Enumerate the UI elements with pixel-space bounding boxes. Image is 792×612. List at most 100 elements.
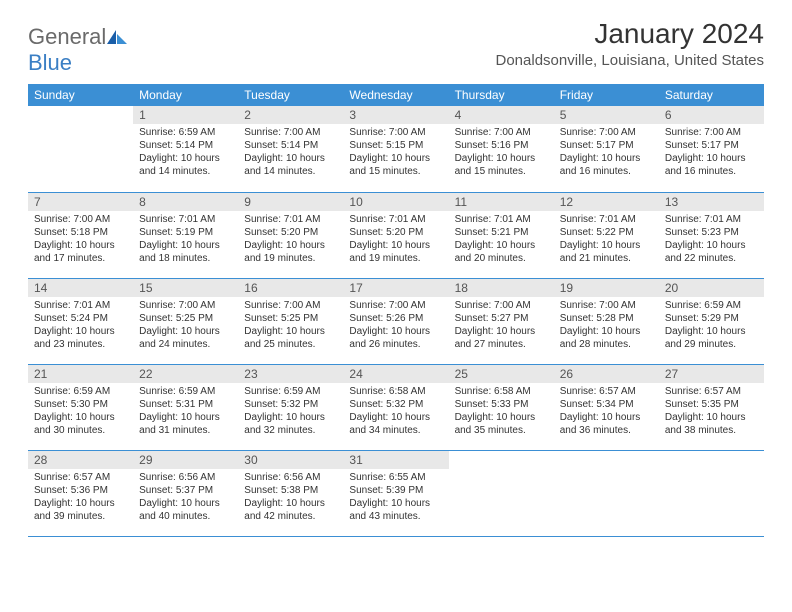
day-number: 29 [133, 451, 238, 469]
sunrise-text: Sunrise: 7:01 AM [560, 213, 653, 226]
calendar-day-cell [449, 450, 554, 536]
daylight-line-1: Daylight: 10 hours [349, 411, 442, 424]
calendar-day-cell: 12Sunrise: 7:01 AMSunset: 5:22 PMDayligh… [554, 192, 659, 278]
day-details: Sunrise: 7:00 AMSunset: 5:15 PMDaylight:… [343, 124, 448, 182]
sunset-text: Sunset: 5:19 PM [139, 226, 232, 239]
day-number: 23 [238, 365, 343, 383]
day-details: Sunrise: 7:01 AMSunset: 5:22 PMDaylight:… [554, 211, 659, 269]
sunset-text: Sunset: 5:30 PM [34, 398, 127, 411]
weekday-header: Saturday [659, 84, 764, 106]
calendar-day-cell: 20Sunrise: 6:59 AMSunset: 5:29 PMDayligh… [659, 278, 764, 364]
sunset-text: Sunset: 5:33 PM [455, 398, 548, 411]
daylight-line-2: and 23 minutes. [34, 338, 127, 351]
calendar-day-cell [659, 450, 764, 536]
day-number: 22 [133, 365, 238, 383]
day-number: 26 [554, 365, 659, 383]
daylight-line-2: and 18 minutes. [139, 252, 232, 265]
sunrise-text: Sunrise: 6:56 AM [244, 471, 337, 484]
sunset-text: Sunset: 5:26 PM [349, 312, 442, 325]
day-number: 20 [659, 279, 764, 297]
daylight-line-1: Daylight: 10 hours [349, 497, 442, 510]
day-number: 27 [659, 365, 764, 383]
calendar-table: SundayMondayTuesdayWednesdayThursdayFrid… [28, 84, 764, 537]
day-number: 31 [343, 451, 448, 469]
calendar-day-cell: 16Sunrise: 7:00 AMSunset: 5:25 PMDayligh… [238, 278, 343, 364]
day-number: 7 [28, 193, 133, 211]
day-number: 2 [238, 106, 343, 124]
sunset-text: Sunset: 5:23 PM [665, 226, 758, 239]
daylight-line-2: and 42 minutes. [244, 510, 337, 523]
daylight-line-1: Daylight: 10 hours [139, 325, 232, 338]
sunset-text: Sunset: 5:27 PM [455, 312, 548, 325]
sunset-text: Sunset: 5:24 PM [34, 312, 127, 325]
daylight-line-2: and 17 minutes. [34, 252, 127, 265]
calendar-day-cell: 3Sunrise: 7:00 AMSunset: 5:15 PMDaylight… [343, 106, 448, 192]
daylight-line-2: and 19 minutes. [349, 252, 442, 265]
calendar-day-cell: 8Sunrise: 7:01 AMSunset: 5:19 PMDaylight… [133, 192, 238, 278]
sunset-text: Sunset: 5:16 PM [455, 139, 548, 152]
daylight-line-1: Daylight: 10 hours [244, 152, 337, 165]
calendar-day-cell: 18Sunrise: 7:00 AMSunset: 5:27 PMDayligh… [449, 278, 554, 364]
sunrise-text: Sunrise: 7:00 AM [560, 299, 653, 312]
day-details: Sunrise: 6:59 AMSunset: 5:31 PMDaylight:… [133, 383, 238, 441]
daylight-line-1: Daylight: 10 hours [34, 325, 127, 338]
calendar-day-cell: 30Sunrise: 6:56 AMSunset: 5:38 PMDayligh… [238, 450, 343, 536]
day-number: 30 [238, 451, 343, 469]
sunrise-text: Sunrise: 7:01 AM [455, 213, 548, 226]
day-details: Sunrise: 6:58 AMSunset: 5:32 PMDaylight:… [343, 383, 448, 441]
sunrise-text: Sunrise: 6:57 AM [34, 471, 127, 484]
month-title: January 2024 [496, 18, 765, 50]
calendar-day-cell: 10Sunrise: 7:01 AMSunset: 5:20 PMDayligh… [343, 192, 448, 278]
daylight-line-1: Daylight: 10 hours [244, 239, 337, 252]
calendar-day-cell: 29Sunrise: 6:56 AMSunset: 5:37 PMDayligh… [133, 450, 238, 536]
sunset-text: Sunset: 5:14 PM [139, 139, 232, 152]
daylight-line-2: and 32 minutes. [244, 424, 337, 437]
calendar-day-cell: 27Sunrise: 6:57 AMSunset: 5:35 PMDayligh… [659, 364, 764, 450]
sunrise-text: Sunrise: 6:58 AM [349, 385, 442, 398]
day-details: Sunrise: 7:00 AMSunset: 5:27 PMDaylight:… [449, 297, 554, 355]
daylight-line-2: and 31 minutes. [139, 424, 232, 437]
calendar-day-cell [554, 450, 659, 536]
day-number: 12 [554, 193, 659, 211]
daylight-line-1: Daylight: 10 hours [34, 497, 127, 510]
day-number: 5 [554, 106, 659, 124]
daylight-line-2: and 25 minutes. [244, 338, 337, 351]
day-details: Sunrise: 7:01 AMSunset: 5:24 PMDaylight:… [28, 297, 133, 355]
daylight-line-1: Daylight: 10 hours [665, 411, 758, 424]
day-details: Sunrise: 6:59 AMSunset: 5:14 PMDaylight:… [133, 124, 238, 182]
day-number: 18 [449, 279, 554, 297]
day-details: Sunrise: 6:56 AMSunset: 5:38 PMDaylight:… [238, 469, 343, 527]
sunrise-text: Sunrise: 6:56 AM [139, 471, 232, 484]
day-number: 3 [343, 106, 448, 124]
sunrise-text: Sunrise: 7:00 AM [244, 126, 337, 139]
sunset-text: Sunset: 5:25 PM [244, 312, 337, 325]
weekday-header: Thursday [449, 84, 554, 106]
day-details: Sunrise: 7:01 AMSunset: 5:23 PMDaylight:… [659, 211, 764, 269]
daylight-line-1: Daylight: 10 hours [244, 325, 337, 338]
daylight-line-2: and 35 minutes. [455, 424, 548, 437]
calendar-day-cell: 23Sunrise: 6:59 AMSunset: 5:32 PMDayligh… [238, 364, 343, 450]
sunset-text: Sunset: 5:18 PM [34, 226, 127, 239]
daylight-line-2: and 38 minutes. [665, 424, 758, 437]
logo-word-1: General [28, 24, 106, 49]
day-details: Sunrise: 7:01 AMSunset: 5:20 PMDaylight:… [238, 211, 343, 269]
day-number: 15 [133, 279, 238, 297]
calendar-day-cell: 25Sunrise: 6:58 AMSunset: 5:33 PMDayligh… [449, 364, 554, 450]
weekday-header: Monday [133, 84, 238, 106]
day-number: 1 [133, 106, 238, 124]
daylight-line-2: and 40 minutes. [139, 510, 232, 523]
calendar-day-cell: 26Sunrise: 6:57 AMSunset: 5:34 PMDayligh… [554, 364, 659, 450]
sunrise-text: Sunrise: 7:01 AM [244, 213, 337, 226]
sunset-text: Sunset: 5:21 PM [455, 226, 548, 239]
sunrise-text: Sunrise: 7:00 AM [560, 126, 653, 139]
daylight-line-2: and 43 minutes. [349, 510, 442, 523]
day-details: Sunrise: 7:00 AMSunset: 5:18 PMDaylight:… [28, 211, 133, 269]
sunrise-text: Sunrise: 6:59 AM [139, 385, 232, 398]
daylight-line-2: and 28 minutes. [560, 338, 653, 351]
day-details: Sunrise: 7:00 AMSunset: 5:16 PMDaylight:… [449, 124, 554, 182]
daylight-line-2: and 39 minutes. [34, 510, 127, 523]
daylight-line-2: and 19 minutes. [244, 252, 337, 265]
daylight-line-2: and 26 minutes. [349, 338, 442, 351]
calendar-day-cell: 28Sunrise: 6:57 AMSunset: 5:36 PMDayligh… [28, 450, 133, 536]
sunrise-text: Sunrise: 7:00 AM [349, 126, 442, 139]
